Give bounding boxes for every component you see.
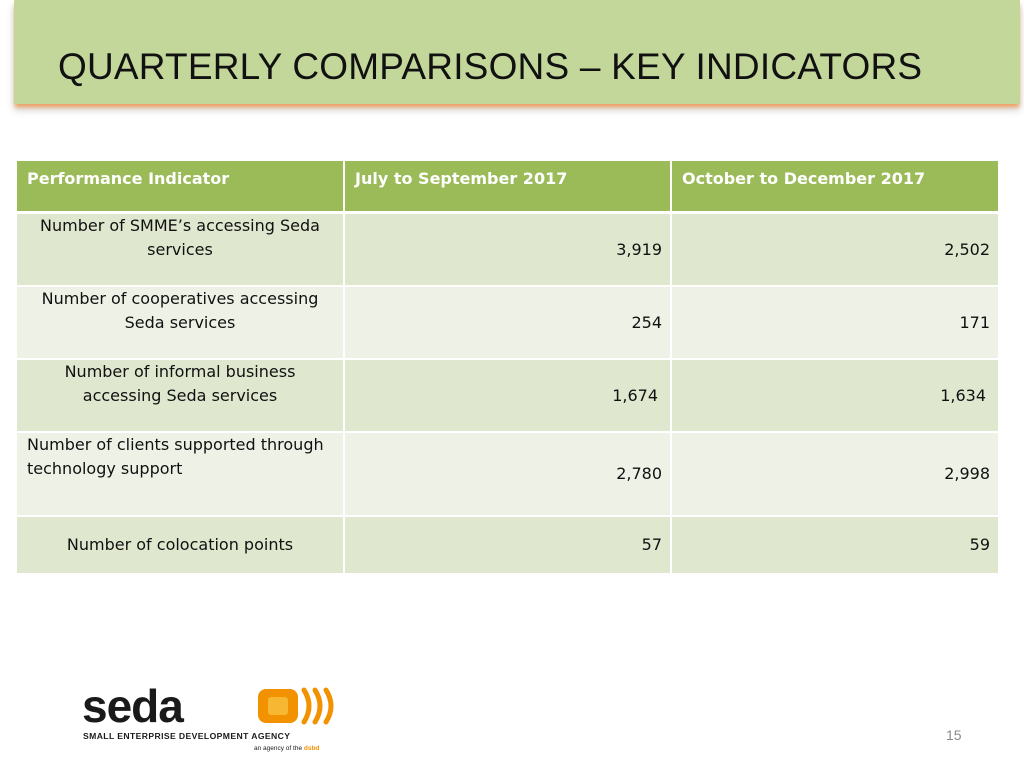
table-row: Number of clients supported through tech… [17,431,998,517]
indicator-cell: Number of SMME’s accessing Seda services [17,212,345,287]
q3-value-cell: 57 [344,515,672,575]
q4-value-cell: 59 [671,515,998,575]
q3-value-cell: 1,674 [344,358,672,433]
q4-value-cell: 171 [671,285,998,360]
q4-value-cell: 2,998 [671,431,998,517]
table-row: Number of colocation points 57 59 [17,515,998,575]
indicator-cell: Number of cooperatives accessing Seda se… [17,285,345,360]
seda-logo: seda SMALL ENTERPRISE DEVELOPMENT AGENCY… [82,686,334,752]
logo-subline: an agency of the dsbd [254,745,319,752]
title-banner: QUARTERLY COMPARISONS – KEY INDICATORS [14,0,1020,104]
logo-mark-icon [258,687,334,725]
indicator-cell: Number of informal business accessing Se… [17,358,345,433]
key-indicators-table: Performance Indicator July to September … [17,161,998,575]
table-header-row: Performance Indicator July to September … [17,161,998,214]
column-header-q3: July to September 2017 [344,161,672,214]
table-row: Number of informal business accessing Se… [17,358,998,433]
logo-wordmark: seda [82,686,184,732]
q3-value-cell: 2,780 [344,431,672,517]
q4-value-cell: 2,502 [671,212,998,287]
column-header-q4: October to December 2017 [671,161,998,214]
q3-value-cell: 3,919 [344,212,672,287]
logo-tagline: SMALL ENTERPRISE DEVELOPMENT AGENCY [83,731,290,741]
q3-value-cell: 254 [344,285,672,360]
q4-value-cell: 1,634 [671,358,998,433]
column-header-indicator: Performance Indicator [17,161,345,214]
table-row: Number of SMME’s accessing Seda services… [17,212,998,287]
indicator-cell: Number of clients supported through tech… [17,431,345,517]
page-title: QUARTERLY COMPARISONS – KEY INDICATORS [58,46,923,87]
indicator-cell: Number of colocation points [17,515,345,575]
page-number: 15 [946,727,962,743]
table-row: Number of cooperatives accessing Seda se… [17,285,998,360]
